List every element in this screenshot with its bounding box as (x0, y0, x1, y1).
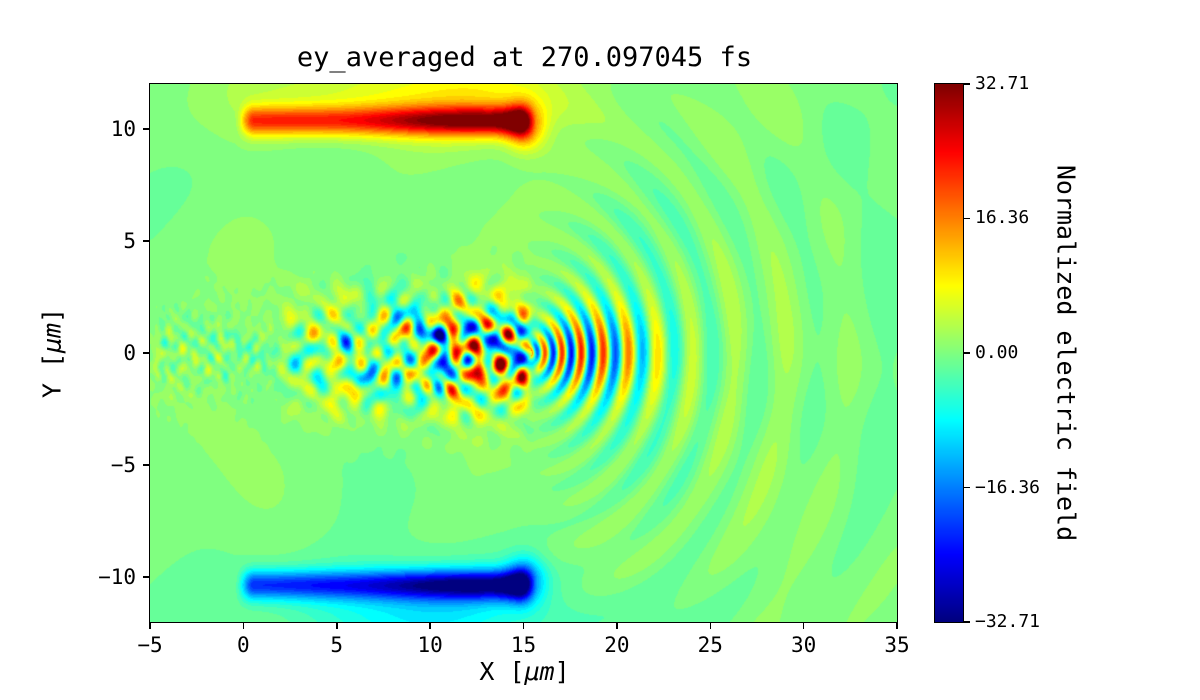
x-tick-mark (242, 623, 245, 629)
y-tick-label: −5 (110, 453, 136, 478)
x-tick-mark (149, 623, 151, 629)
plot-title: ey_averaged at 270.097045 fs (296, 42, 753, 73)
colorbar-tick-mark (964, 486, 970, 489)
colorbar-gradient (935, 84, 963, 622)
colorbar-tick-label: 0.00 (975, 342, 1019, 363)
x-tick-label: 10 (417, 633, 443, 657)
x-axis-label-unit: μm (524, 657, 555, 686)
x-tick-label: 25 (697, 633, 723, 657)
y-tick-label: 5 (123, 228, 136, 253)
x-tick-mark (802, 623, 805, 629)
colorbar-tick-label: 32.71 (975, 73, 1030, 94)
colorbar-tick-mark (964, 83, 970, 85)
x-tick-mark (616, 623, 618, 629)
colorbar-tick-label: −16.36 (975, 476, 1041, 498)
y-tick-mark (143, 128, 149, 130)
y-axis-label-suffix: ] (37, 307, 67, 323)
x-tick-mark (709, 623, 711, 629)
x-tick-mark (522, 623, 525, 629)
colorbar-tick-mark (964, 217, 970, 220)
y-tick-label: 0 (123, 341, 136, 365)
colorbar-tick-label: 16.36 (975, 207, 1030, 229)
x-tick-label: 35 (884, 633, 910, 657)
y-tick-mark (143, 352, 149, 354)
x-tick-mark (429, 623, 431, 629)
x-tick-label: −5 (137, 633, 163, 657)
heatmap-canvas (150, 84, 897, 622)
x-tick-label: 30 (790, 633, 817, 657)
y-tick-mark (143, 576, 149, 578)
plot-area (149, 83, 898, 623)
colorbar-tick-label: −32.71 (975, 611, 1041, 632)
x-tick-mark (336, 623, 338, 629)
y-tick-mark (143, 240, 149, 242)
x-tick-label: 20 (604, 633, 630, 657)
x-tick-label: 0 (237, 633, 250, 657)
y-tick-label: −10 (98, 565, 136, 590)
y-tick-mark (143, 464, 149, 466)
x-axis-label-prefix: X [ (479, 657, 525, 686)
x-axis-label-suffix: ] (554, 657, 570, 686)
x-tick-mark (896, 623, 898, 629)
x-axis-label: X [μm] (150, 657, 899, 686)
colorbar-tick-mark (964, 352, 970, 354)
y-tick-label: 10 (110, 116, 136, 141)
x-tick-label: 5 (330, 633, 344, 657)
x-tick-label: 15 (510, 633, 537, 657)
colorbar-tick-mark (964, 621, 970, 623)
colorbar (934, 83, 964, 623)
